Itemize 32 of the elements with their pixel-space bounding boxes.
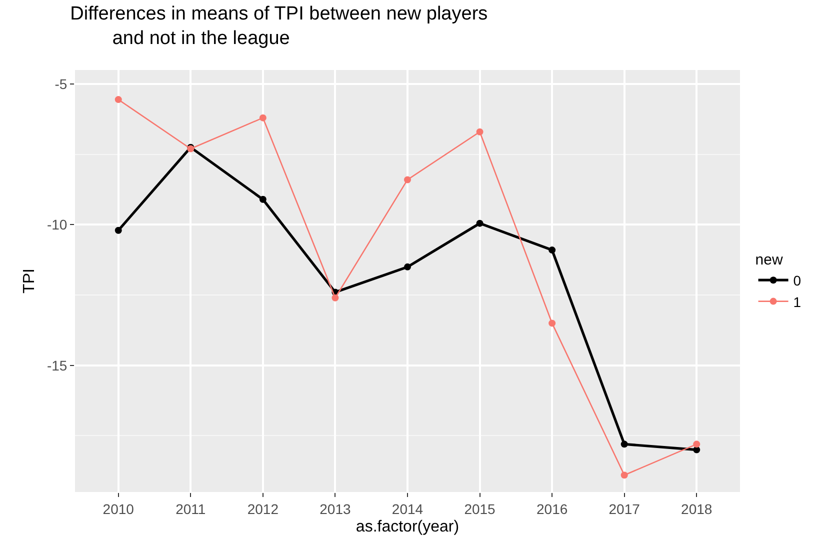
legend-label: 1 (793, 294, 802, 310)
y-tick-label: -15 (46, 357, 68, 374)
point (693, 440, 700, 448)
point (404, 176, 411, 184)
y-tick-label: -5 (54, 76, 68, 92)
y-axis-title: TPI (20, 268, 38, 294)
point (259, 114, 266, 122)
x-tick-label: 2014 (392, 500, 424, 517)
x-axis-title: as.factor(year) (356, 518, 460, 536)
x-tick-label: 2013 (320, 500, 351, 517)
legend-title: new (755, 252, 783, 268)
point (620, 440, 628, 448)
point (114, 226, 122, 234)
point (114, 96, 122, 104)
x-tick-label: 2018 (681, 500, 712, 517)
point (259, 196, 266, 203)
point (476, 220, 484, 227)
x-tick-label: 2017 (608, 500, 640, 517)
x-tick-label: 2011 (176, 500, 206, 517)
point (332, 294, 339, 302)
x-tick-label: 2016 (536, 500, 568, 517)
point (476, 128, 484, 136)
x-tick-label: 2010 (102, 500, 134, 517)
x-tick-label: 2012 (247, 500, 279, 517)
y-tick-label: -10 (46, 216, 68, 233)
x-tick-label: 2015 (464, 500, 496, 517)
point (548, 320, 556, 327)
chart-title: Differences in means of TPI between new players and not in the league (70, 3, 488, 50)
point (404, 263, 411, 270)
point (548, 246, 556, 254)
point (620, 472, 628, 479)
legend-label: 0 (793, 272, 802, 289)
